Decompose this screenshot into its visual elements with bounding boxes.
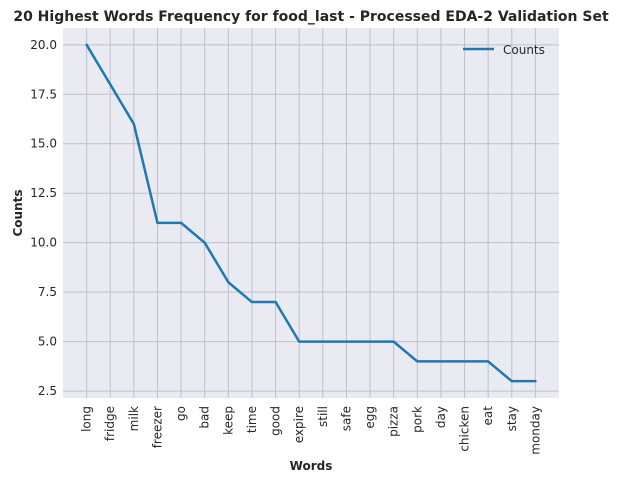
y-axis-label: Counts [11, 189, 25, 236]
x-tick-label: keep [221, 406, 235, 435]
x-tick-label: chicken [458, 406, 472, 452]
legend-label-counts: Counts [503, 43, 545, 57]
y-tick-label: 5.0 [38, 335, 57, 349]
y-tick-label: 20.0 [30, 38, 57, 52]
y-tick-label: 17.5 [30, 87, 57, 101]
y-tick-label: 10.0 [30, 236, 57, 250]
series-line-counts [85, 43, 537, 383]
y-tick-label: 7.5 [38, 285, 57, 299]
x-tick-label: freezer [150, 406, 164, 448]
x-tick-label: good [269, 406, 283, 436]
x-tick-label: safe [339, 406, 353, 431]
x-tick-label: still [316, 406, 330, 427]
x-tick-label: day [434, 406, 448, 428]
x-tick-label: bad [198, 406, 212, 429]
x-tick-label: pizza [387, 406, 401, 437]
x-tick-label: long [80, 406, 94, 432]
y-axis-ticks: 2.5 5.0 7.5 10.0 12.5 15.0 17.5 20.0 [30, 38, 57, 398]
chart-title: 20 Highest Words Frequency for food_last… [13, 9, 609, 25]
x-tick-label: pork [410, 406, 424, 433]
x-tick-label: eat [481, 406, 495, 426]
y-tick-label: 2.5 [38, 384, 57, 398]
x-tick-label: milk [127, 406, 141, 431]
x-tick-label: egg [363, 406, 377, 429]
plot-area [63, 28, 559, 398]
x-tick-label: go [174, 406, 188, 421]
x-axis-label: Words [290, 459, 333, 473]
x-tick-label: expire [292, 406, 306, 443]
x-tick-label: monday [528, 406, 542, 455]
series-layer [85, 43, 537, 383]
x-tick-label: time [245, 406, 259, 433]
y-tick-label: 12.5 [30, 186, 57, 200]
y-tick-label: 15.0 [30, 137, 57, 151]
x-tick-label: stay [505, 406, 519, 431]
x-tick-label: fridge [103, 406, 117, 441]
x-axis-ticks: long fridge milk freezer go bad keep time good ex… [80, 406, 543, 455]
legend: Counts [463, 43, 545, 57]
grid-lines [63, 28, 559, 398]
